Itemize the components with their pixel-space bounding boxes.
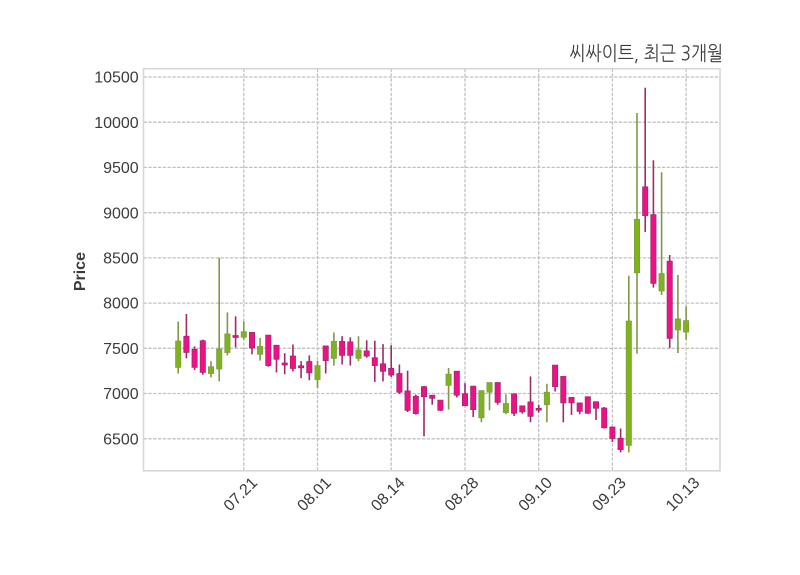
svg-text:10500: 10500: [94, 70, 139, 87]
svg-text:7500: 7500: [103, 341, 139, 358]
svg-text:Price: Price: [72, 252, 89, 291]
svg-text:7000: 7000: [103, 386, 139, 403]
svg-text:6500: 6500: [103, 431, 139, 448]
svg-text:8500: 8500: [103, 251, 139, 268]
svg-text:9000: 9000: [103, 205, 139, 222]
svg-text:9500: 9500: [103, 160, 139, 177]
svg-text:8000: 8000: [103, 296, 139, 313]
svg-text:10000: 10000: [94, 115, 139, 132]
